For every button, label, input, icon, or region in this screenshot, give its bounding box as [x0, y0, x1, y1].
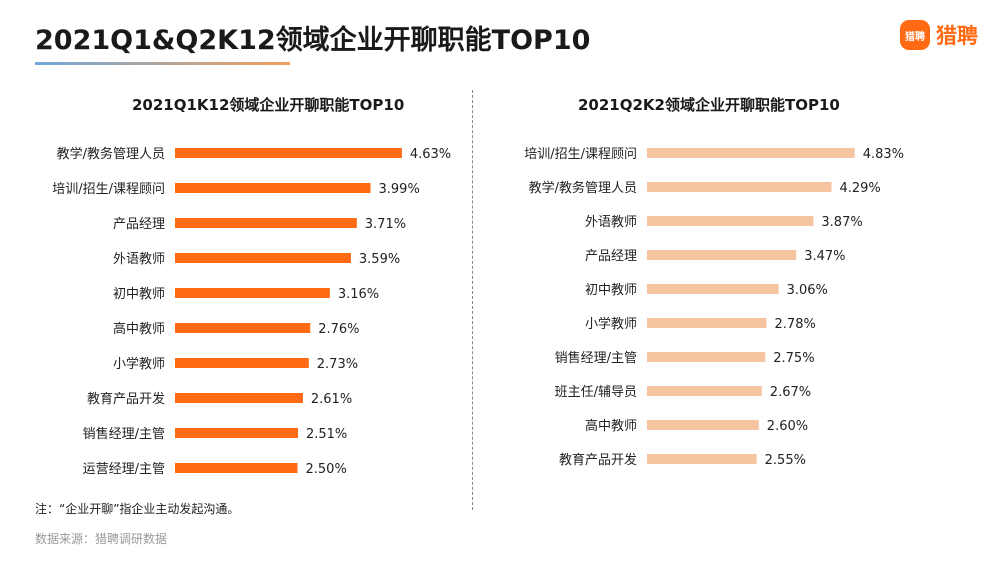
q1-category-label: 销售经理/主管 — [83, 426, 165, 442]
q2-bar — [647, 352, 766, 362]
q2-value-label: 2.55% — [765, 453, 806, 468]
q2-value-label: 2.67% — [770, 385, 811, 400]
q2-category-label: 初中教师 — [585, 282, 637, 298]
q2-category-label: 教学/教务管理人员 — [529, 180, 637, 196]
q1-bar — [175, 463, 298, 473]
q1-value-label: 2.73% — [317, 357, 358, 372]
q2-category-label: 教育产品开发 — [559, 452, 637, 468]
q1-bar — [175, 323, 311, 333]
q1-bar — [175, 393, 303, 403]
q1-category-label: 产品经理 — [113, 217, 165, 232]
logo-text: 猎聘 — [936, 24, 978, 48]
q1-bar — [175, 428, 298, 438]
q1-bar — [175, 288, 330, 298]
q1-bar — [175, 183, 371, 193]
q1-bar — [175, 358, 309, 368]
q2-bar — [647, 216, 814, 226]
q1-value-label: 2.51% — [306, 427, 347, 442]
q1-category-label: 教育产品开发 — [87, 391, 165, 407]
q2-value-label: 2.75% — [773, 351, 814, 366]
q1-value-label: 3.71% — [365, 217, 406, 232]
q2-category-label: 班主任/辅导员 — [555, 385, 637, 400]
brand-logo: 猎聘 猎聘 — [900, 20, 978, 50]
q2-category-label: 小学教师 — [585, 316, 637, 332]
q2-category-label: 高中教师 — [585, 418, 637, 434]
q2-category-label: 外语教师 — [585, 214, 637, 230]
q1-category-label: 高中教师 — [113, 321, 165, 337]
title-underline — [35, 62, 290, 65]
q2-value-label: 3.87% — [821, 215, 862, 230]
q1-value-label: 3.99% — [379, 182, 420, 197]
q2-bar — [647, 386, 762, 396]
q2-bar — [647, 420, 759, 430]
logo-badge-icon: 猎聘 — [900, 20, 930, 50]
q2-value-label: 3.06% — [787, 283, 828, 298]
q1-bar — [175, 253, 351, 263]
q1-category-label: 外语教师 — [113, 251, 165, 267]
q2-bar — [647, 454, 757, 464]
q1-category-label: 培训/招生/课程顾问 — [52, 181, 165, 197]
q2-bar — [647, 318, 767, 328]
q1-value-label: 3.59% — [359, 252, 400, 267]
q1-bar — [175, 148, 402, 158]
q2-bar — [647, 148, 855, 158]
q1-category-label: 小学教师 — [113, 356, 165, 372]
q1-value-label: 2.76% — [318, 322, 359, 337]
q2-bar — [647, 182, 832, 192]
q2-value-label: 2.78% — [775, 317, 816, 332]
q1-value-label: 4.63% — [410, 147, 451, 162]
chart-divider — [472, 90, 473, 510]
q2-bar — [647, 250, 797, 260]
q2-category-label: 销售经理/主管 — [555, 350, 637, 366]
q2-chart-title: 2021Q2K2领域企业开聊职能TOP10 — [578, 96, 840, 114]
q2-category-label: 培训/招生/课程顾问 — [524, 146, 637, 162]
q1-value-label: 2.61% — [311, 392, 352, 407]
q2-bar — [647, 284, 779, 294]
q2-value-label: 2.60% — [767, 419, 808, 434]
q1-category-label: 初中教师 — [113, 286, 165, 302]
q2-category-label: 产品经理 — [585, 249, 637, 264]
q1-value-label: 3.16% — [338, 287, 379, 302]
data-source: 数据来源：猎聘调研数据 — [35, 532, 168, 546]
q1-chart-title: 2021Q1K12领域企业开聊职能TOP10 — [132, 96, 405, 114]
page-title: 2021Q1&Q2K12领域企业开聊职能TOP10 — [35, 25, 591, 56]
q2-chart-svg: 培训/招生/课程顾问 4.83% 教学/教务管理人员 4.29% 外语教师 3.87% 产品… — [524, 146, 904, 468]
q1-value-label: 2.50% — [306, 462, 347, 477]
q1-category-label: 教学/教务管理人员 — [57, 146, 165, 162]
q1-bar — [175, 218, 357, 228]
q1-chart-svg: 教学/教务管理人员 4.63% 培训/招生/课程顾问 3.99% 产品经理 3.71% 外语… — [52, 146, 451, 477]
q2-value-label: 4.83% — [863, 147, 904, 162]
q1-category-label: 运营经理/主管 — [83, 462, 165, 477]
q2-value-label: 3.47% — [804, 249, 845, 264]
q2-value-label: 4.29% — [839, 181, 880, 196]
footnote: 注：“企业开聊”指企业主动发起沟通。 — [35, 502, 240, 516]
